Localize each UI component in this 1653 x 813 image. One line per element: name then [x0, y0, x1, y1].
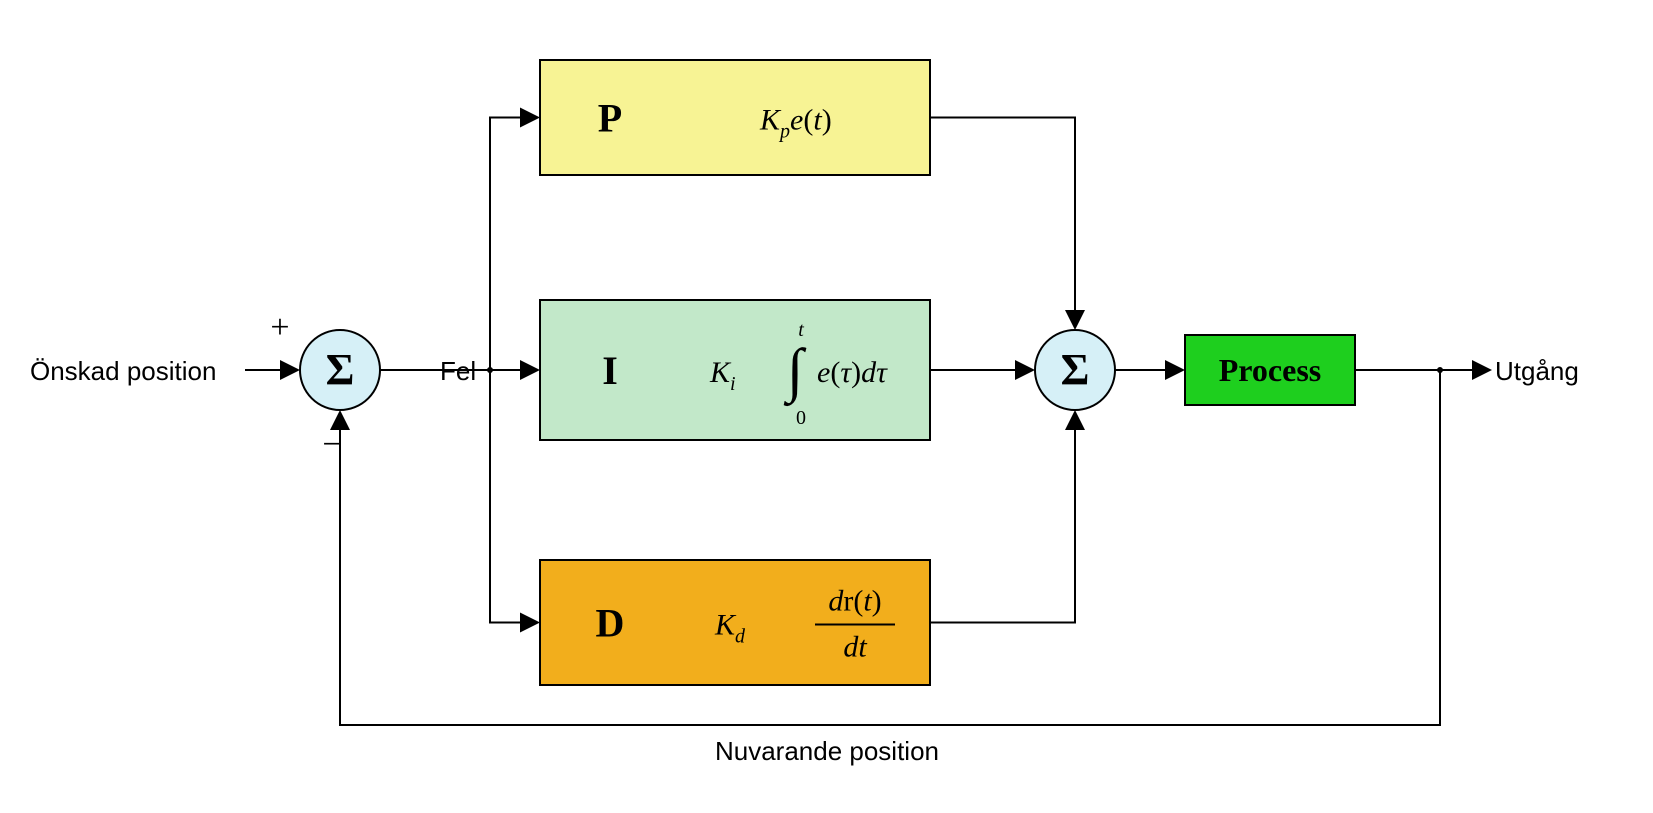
svg-text:dt: dt [843, 631, 867, 664]
minus-sign: − [322, 426, 341, 463]
svg-text:t: t [798, 319, 804, 341]
i-block: IKi∫t0e(τ)dτ [540, 300, 930, 440]
svg-text:I: I [602, 348, 618, 393]
svg-text:0: 0 [796, 407, 806, 429]
feedback-label: Nuvarande position [715, 736, 939, 766]
input-label: Önskad position [30, 356, 216, 386]
sum-junction-error: Σ [300, 330, 380, 410]
error-label: Fel [440, 356, 476, 386]
svg-text:dr(t): dr(t) [828, 585, 881, 618]
svg-text:e(τ)dτ: e(τ)dτ [817, 356, 888, 389]
process-block: Process [1185, 335, 1355, 405]
svg-text:D: D [596, 601, 625, 646]
sum-junction-output: Σ [1035, 330, 1115, 410]
plus-sign: + [270, 309, 289, 346]
p-block: PKpe(t) [540, 60, 930, 175]
output-label: Utgång [1495, 356, 1579, 386]
svg-text:Σ: Σ [326, 345, 355, 394]
svg-text:Σ: Σ [1061, 345, 1090, 394]
svg-text:P: P [598, 96, 622, 141]
d-block: DKddr(t)dt [540, 560, 930, 685]
svg-text:Process: Process [1219, 352, 1321, 388]
